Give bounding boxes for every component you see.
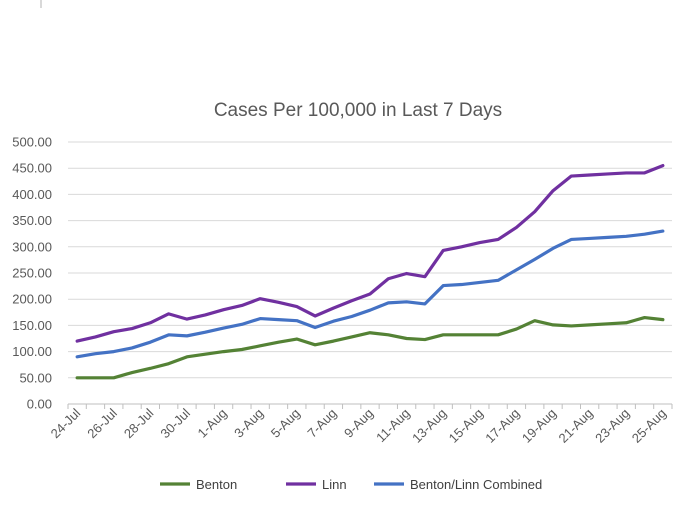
x-tick-label: 25-Aug xyxy=(629,406,669,446)
legend-label: Benton xyxy=(196,477,237,492)
x-tick-label: 9-Aug xyxy=(341,406,376,441)
x-tick-label: 26-Jul xyxy=(84,405,120,441)
x-tick-label: 7-Aug xyxy=(304,406,339,441)
x-axis-tick-labels: 24-Jul 26-Jul 28-Jul 30-Jul 1-Aug 3-Aug 5-Aug 7… xyxy=(48,405,669,445)
series-line-linn xyxy=(75,163,665,343)
y-tick-label: 100.00 xyxy=(12,344,52,359)
x-axis xyxy=(67,403,673,409)
y-tick-label: 250.00 xyxy=(12,266,52,281)
legend-label: Linn xyxy=(322,477,347,492)
y-tick-label: 200.00 xyxy=(12,292,52,307)
y-tick-label: 50.00 xyxy=(19,370,52,385)
series-line-benton-linn-combined xyxy=(75,229,665,359)
y-tick-label: 350.00 xyxy=(12,213,52,228)
y-tick-label: 300.00 xyxy=(12,239,52,254)
legend-label: Benton/Linn Combined xyxy=(410,477,542,492)
y-tick-label: 400.00 xyxy=(12,187,52,202)
x-tick-label: 23-Aug xyxy=(592,406,632,446)
y-tick-label: 150.00 xyxy=(12,318,52,333)
x-tick-label: 17-Aug xyxy=(482,406,522,446)
x-tick-label: 5-Aug xyxy=(268,406,303,441)
y-tick-label: 500.00 xyxy=(12,135,52,150)
chart-title: Cases Per 100,000 in Last 7 Days xyxy=(214,100,502,121)
x-tick-label: 3-Aug xyxy=(231,406,266,441)
corner-mark xyxy=(40,0,42,8)
x-tick-label: 11-Aug xyxy=(373,406,413,446)
x-tick-label: 21-Aug xyxy=(556,406,596,446)
x-tick-label: 1-Aug xyxy=(195,406,230,441)
series-line-benton xyxy=(75,315,665,380)
x-tick-label: 13-Aug xyxy=(409,406,449,446)
y-tick-label: 450.00 xyxy=(12,161,52,176)
series-lines xyxy=(75,163,665,380)
gridlines xyxy=(68,141,672,379)
y-tick-label: 0.00 xyxy=(27,397,52,412)
x-tick-label: 24-Jul xyxy=(48,405,84,441)
x-tick-label: 30-Jul xyxy=(157,405,193,441)
legend: Benton Linn Benton/Linn Combined xyxy=(160,477,542,492)
y-axis-tick-labels: 0.00 50.00 100.00 150.00 200.00 250.00 300.00 3… xyxy=(12,135,52,412)
x-tick-label: 19-Aug xyxy=(519,406,559,446)
x-tick-label: 28-Jul xyxy=(121,405,157,441)
x-tick-label: 15-Aug xyxy=(446,406,486,446)
